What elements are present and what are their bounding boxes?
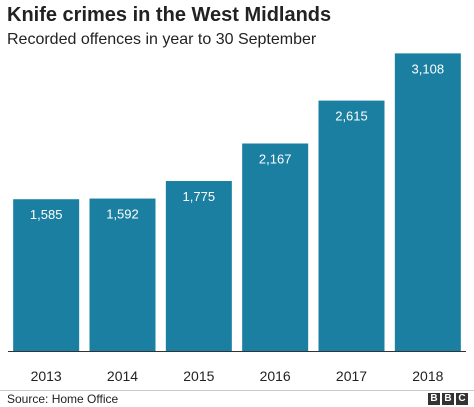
x-tick-label-2016: 2016 — [260, 368, 291, 384]
x-tick-label-2018: 2018 — [412, 368, 443, 384]
bbc-logo-letter: B — [442, 393, 454, 405]
x-tick-label-2013: 2013 — [31, 368, 62, 384]
bar-value-label-2016: 2,167 — [259, 151, 292, 166]
bar-2013 — [13, 199, 80, 351]
bar-2018 — [394, 53, 461, 351]
bbc-logo: B B C — [428, 393, 468, 405]
bar-value-label-2018: 3,108 — [412, 61, 445, 76]
bar-value-label-2014: 1,592 — [106, 207, 139, 222]
bar-2015 — [165, 181, 232, 351]
bar-value-label-2013: 1,585 — [30, 207, 63, 222]
bbc-logo-letter: C — [456, 393, 468, 405]
x-tick-labels: 2013 2014 2015 2016 2017 2018 — [31, 368, 444, 384]
source-text: Source: Home Office — [7, 392, 119, 406]
bar-value-label-2015: 1,775 — [183, 189, 216, 204]
x-tick-label-2014: 2014 — [107, 368, 138, 384]
bar-value-label-2017: 2,615 — [335, 109, 368, 124]
bar-2016 — [242, 143, 309, 351]
footer-divider — [0, 390, 474, 391]
bar-2014 — [89, 198, 156, 351]
x-tick-label-2015: 2015 — [183, 368, 214, 384]
chart-title: Knife crimes in the West Midlands — [7, 4, 332, 26]
bbc-logo-letter: B — [428, 393, 440, 405]
bars-group: 1,585 1,592 1,775 2,167 2,615 3,108 — [13, 53, 461, 352]
chart-subtitle: Recorded offences in year to 30 Septembe… — [7, 31, 317, 48]
x-tick-label-2017: 2017 — [336, 368, 367, 384]
bar-2017 — [318, 100, 385, 352]
